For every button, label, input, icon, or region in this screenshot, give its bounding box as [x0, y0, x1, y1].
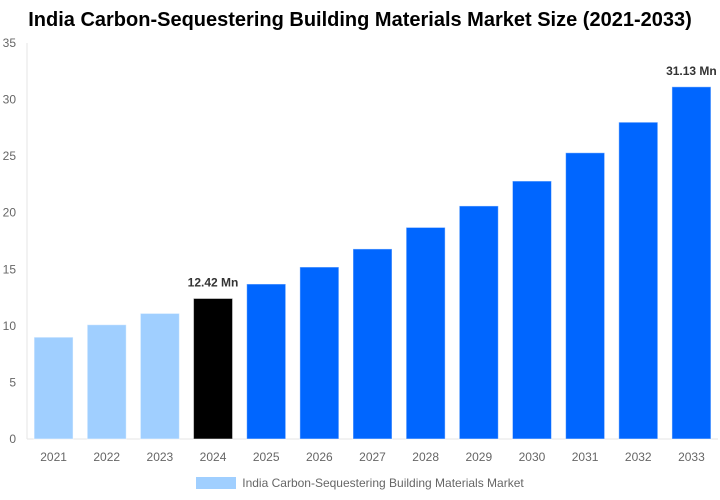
- bar-2023[interactable]: [139, 312, 180, 440]
- legend-label[interactable]: India Carbon-Sequestering Building Mater…: [242, 476, 524, 490]
- y-tick-label: 25: [3, 149, 17, 163]
- bar-2031[interactable]: [565, 152, 606, 440]
- x-tick-label: 2029: [465, 450, 492, 464]
- legend: India Carbon-Sequestering Building Mater…: [0, 476, 720, 490]
- bar-2026[interactable]: [299, 266, 340, 440]
- bar-2024[interactable]: [193, 297, 234, 440]
- data-label: 12.42 Mn: [188, 275, 239, 289]
- data-label: 31.13 Mn: [666, 64, 717, 78]
- x-tick-label: 2026: [306, 450, 333, 464]
- bar-2029[interactable]: [458, 205, 499, 440]
- x-tick-label: 2021: [40, 450, 67, 464]
- bar-2027[interactable]: [352, 248, 393, 440]
- x-tick-label: 2022: [93, 450, 120, 464]
- bar-2028[interactable]: [405, 226, 446, 440]
- y-tick-label: 20: [3, 206, 17, 220]
- legend-swatch: [196, 477, 237, 489]
- x-tick-label: 2024: [200, 450, 227, 464]
- bar-2032[interactable]: [618, 121, 659, 440]
- x-tick-label: 2031: [572, 450, 599, 464]
- bar-2030[interactable]: [511, 180, 552, 440]
- chart-title: India Carbon-Sequestering Building Mater…: [28, 9, 692, 31]
- x-tick-label: 2030: [519, 450, 546, 464]
- y-tick-label: 30: [3, 93, 17, 107]
- y-tick-label: 10: [3, 319, 17, 333]
- bar-2021[interactable]: [33, 336, 74, 440]
- y-tick-label: 5: [9, 375, 16, 389]
- bar-2025[interactable]: [246, 283, 287, 440]
- x-tick-label: 2033: [678, 450, 705, 464]
- x-tick-label: 2032: [625, 450, 652, 464]
- x-tick-label: 2028: [412, 450, 439, 464]
- x-tick-label: 2027: [359, 450, 386, 464]
- y-tick-label: 35: [3, 36, 17, 50]
- bar-2033[interactable]: [671, 86, 712, 440]
- y-tick-label: 0: [9, 432, 16, 446]
- y-tick-label: 15: [3, 262, 17, 276]
- bar-2022[interactable]: [86, 324, 127, 440]
- x-tick-label: 2023: [147, 450, 174, 464]
- x-tick-label: 2025: [253, 450, 280, 464]
